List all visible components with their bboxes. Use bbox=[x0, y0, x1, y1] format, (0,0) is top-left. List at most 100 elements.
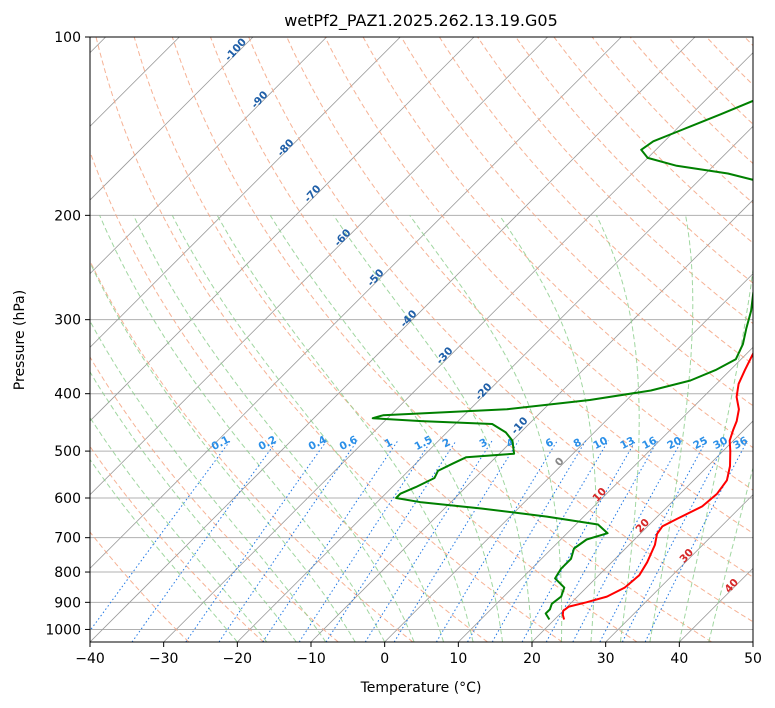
isotherm-label: 0 bbox=[553, 455, 567, 468]
dry-adiabat bbox=[400, 37, 753, 407]
isotherm-layer bbox=[90, 37, 753, 642]
dry-adiabat-layer bbox=[90, 37, 753, 642]
isotherm-label: 40 bbox=[722, 577, 741, 596]
mixing-ratio-label: 13 bbox=[618, 435, 637, 452]
x-tick-label: 30 bbox=[597, 651, 615, 667]
dry-adiabat bbox=[90, 531, 190, 642]
y-tick-label: 400 bbox=[54, 387, 81, 403]
grid-layer bbox=[90, 37, 753, 630]
dry-adiabat bbox=[90, 259, 414, 642]
chart-title: wetPf2_PAZ1.2025.262.13.19.G05 bbox=[284, 11, 558, 31]
isotherm bbox=[90, 37, 696, 642]
moist-adiabat bbox=[595, 215, 640, 642]
isotherm bbox=[237, 125, 753, 642]
y-tick-label: 100 bbox=[54, 30, 81, 46]
mixing-ratio-line bbox=[435, 440, 558, 642]
dry-adiabat bbox=[210, 37, 753, 623]
x-tick-label: 20 bbox=[523, 651, 541, 667]
mixing-ratio-line bbox=[545, 440, 659, 642]
dry-adiabat bbox=[95, 37, 563, 642]
mixing-ratio-line bbox=[364, 440, 493, 642]
dry-adiabat bbox=[362, 37, 753, 449]
isotherm bbox=[531, 420, 753, 642]
isotherm bbox=[310, 199, 753, 642]
dry-adiabat bbox=[744, 37, 753, 47]
mixing-ratio-line bbox=[325, 440, 457, 642]
y-tick-label: 500 bbox=[54, 444, 81, 460]
label-layer: 0.1 0.2 0.4 0.6 1 1.5 2 3 4 6 8 10 13 16 20 25 30 36-100-… bbox=[210, 36, 750, 596]
moist-adiabat bbox=[133, 215, 415, 642]
moist-adiabat bbox=[269, 215, 503, 642]
mixing-ratio-label: 25 bbox=[691, 435, 710, 452]
y-tick-label: 300 bbox=[54, 313, 81, 329]
moist-adiabat bbox=[90, 370, 297, 642]
mixing-ratio-label: 16 bbox=[640, 435, 659, 452]
mixing-ratio-label: 6 bbox=[544, 436, 556, 450]
mixing-ratio-line bbox=[393, 440, 520, 642]
dewpoint-profile bbox=[371, 99, 753, 621]
isotherm bbox=[90, 37, 622, 569]
isotherm-label: 20 bbox=[633, 517, 652, 536]
moist-adiabat bbox=[333, 215, 533, 642]
dry-adiabat bbox=[90, 150, 488, 642]
mixing-ratio-line bbox=[491, 440, 609, 642]
temperature-profile bbox=[561, 351, 753, 620]
dry-adiabat bbox=[133, 37, 638, 642]
moist-adiabat bbox=[649, 215, 694, 642]
isotherm-label: -90 bbox=[249, 89, 271, 111]
mixing-ratio-label: 0.2 bbox=[257, 434, 279, 453]
mixing-ratio-label: 2 bbox=[441, 436, 453, 450]
y-tick-label: 900 bbox=[54, 595, 81, 611]
isotherm bbox=[679, 567, 753, 642]
isotherm-label: -50 bbox=[365, 267, 387, 289]
isotherm-label: -30 bbox=[434, 345, 456, 367]
x-tick-label: −10 bbox=[296, 651, 326, 667]
moist-adiabat bbox=[216, 215, 474, 642]
mixing-ratio-label: 30 bbox=[711, 435, 730, 452]
dry-adiabat bbox=[248, 37, 753, 578]
mixing-ratio-line bbox=[90, 440, 231, 632]
dry-adiabat bbox=[438, 37, 753, 366]
mixing-ratio-line bbox=[262, 440, 399, 642]
mixing-ratio-line bbox=[644, 440, 748, 642]
isotherm-label: -60 bbox=[332, 227, 354, 249]
isotherm bbox=[458, 346, 753, 642]
dry-adiabat bbox=[90, 356, 339, 642]
mixing-ratio-line bbox=[599, 440, 707, 642]
isotherm bbox=[752, 641, 753, 642]
plot-layers: 0.1 0.2 0.4 0.6 1 1.5 2 3 4 6 8 10 13 16 20 25 30 36-100-… bbox=[90, 36, 753, 642]
dry-adiabat bbox=[706, 37, 753, 86]
mixing-ratio-line bbox=[467, 440, 587, 642]
mixing-ratio-line bbox=[185, 440, 328, 642]
isotherm-label: -100 bbox=[223, 36, 250, 64]
y-axis-label: Pressure (hPa) bbox=[12, 290, 28, 390]
plot-frame bbox=[89, 36, 754, 643]
moist-adiabat bbox=[99, 215, 386, 642]
moist-adiabat-layer bbox=[90, 215, 753, 642]
y-tick-label: 600 bbox=[54, 491, 81, 507]
x-tick-label: −20 bbox=[223, 651, 253, 667]
mixing-ratio-label: 0.6 bbox=[338, 434, 360, 453]
isotherm-label: -20 bbox=[473, 381, 495, 403]
series-layer bbox=[371, 99, 753, 621]
x-tick-label: 50 bbox=[744, 651, 762, 667]
isotherm bbox=[90, 37, 475, 422]
dry-adiabat bbox=[90, 445, 264, 642]
dry-adiabat bbox=[515, 37, 753, 284]
isotherm bbox=[90, 37, 327, 275]
mixing-ratio-line bbox=[521, 440, 637, 642]
mixing-ratio-label: 1.5 bbox=[413, 434, 435, 453]
isotherm bbox=[90, 37, 548, 496]
dry-adiabat bbox=[171, 37, 712, 642]
moist-adiabat bbox=[708, 466, 753, 642]
isotherm-label: 10 bbox=[590, 486, 609, 505]
isotherm-label: -80 bbox=[275, 137, 297, 159]
mixing-ratio-label: 0.1 bbox=[210, 434, 232, 453]
x-tick-label: −40 bbox=[75, 651, 105, 667]
mixing-ratio-line bbox=[298, 440, 432, 642]
moist-adiabat bbox=[90, 416, 268, 642]
moist-adiabat bbox=[90, 261, 356, 642]
x-axis-label: Temperature (°C) bbox=[360, 680, 482, 696]
isotherm bbox=[163, 52, 753, 642]
